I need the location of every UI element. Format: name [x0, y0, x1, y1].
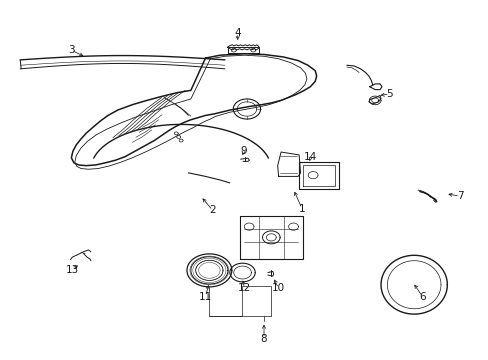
Text: 11: 11 [199, 292, 212, 302]
Text: 14: 14 [304, 152, 317, 162]
Text: 9: 9 [240, 146, 246, 156]
Text: 1: 1 [298, 204, 305, 214]
Text: 7: 7 [456, 191, 463, 201]
Text: 10: 10 [271, 283, 285, 293]
Text: 12: 12 [237, 283, 251, 293]
Text: 8: 8 [260, 333, 267, 343]
Text: 5: 5 [386, 89, 392, 99]
Text: 4: 4 [234, 28, 241, 38]
Text: 3: 3 [68, 45, 75, 55]
Text: 6: 6 [418, 292, 425, 302]
Text: 13: 13 [66, 265, 80, 275]
Text: 2: 2 [209, 206, 216, 216]
